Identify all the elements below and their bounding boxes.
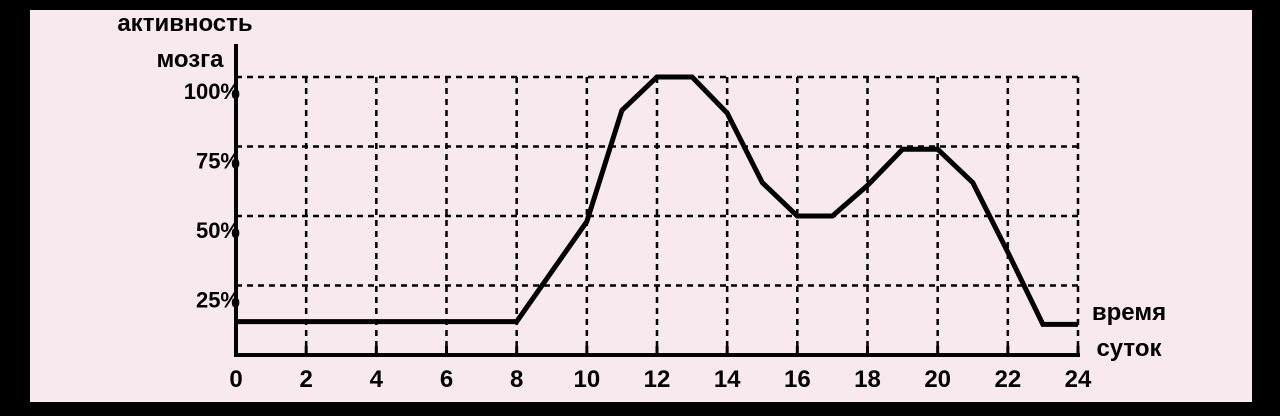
x-tick-label-8: 8 [510,366,523,393]
labels-layer: активность мозга время суток 25% 50% 75% 10… [117,10,1166,393]
y-axis-label-line-1: активность [117,10,252,37]
chart-panel [30,10,1252,402]
x-axis-label-line-2: суток [1096,335,1162,362]
x-tick-label-24: 24 [1065,366,1092,393]
x-tick-label-0: 0 [229,366,242,393]
y-tick-label-50: 50% [196,218,240,243]
y-tick-label-75: 75% [196,149,240,174]
x-tick-label-12: 12 [644,366,671,393]
axes [234,44,1080,357]
x-tick-label-6: 6 [440,366,453,393]
x-tick-label-14: 14 [714,366,741,393]
y-axis-label-line-2: мозга [156,46,224,73]
y-tick-label-100: 100% [184,79,240,104]
x-tick-label-18: 18 [854,366,881,393]
x-tick-label-16: 16 [784,366,811,393]
y-tick-label-25: 25% [196,288,240,313]
x-tick-label-20: 20 [924,366,951,393]
x-tick-label-10: 10 [573,366,600,393]
x-axis-label-line-1: время [1092,299,1166,326]
x-tick-label-2: 2 [299,366,312,393]
x-tick-label-4: 4 [370,366,384,393]
series-layer [236,74,1078,327]
grid [236,75,1080,355]
series-line-0 [236,74,1078,327]
x-tick-label-22: 22 [994,366,1021,393]
